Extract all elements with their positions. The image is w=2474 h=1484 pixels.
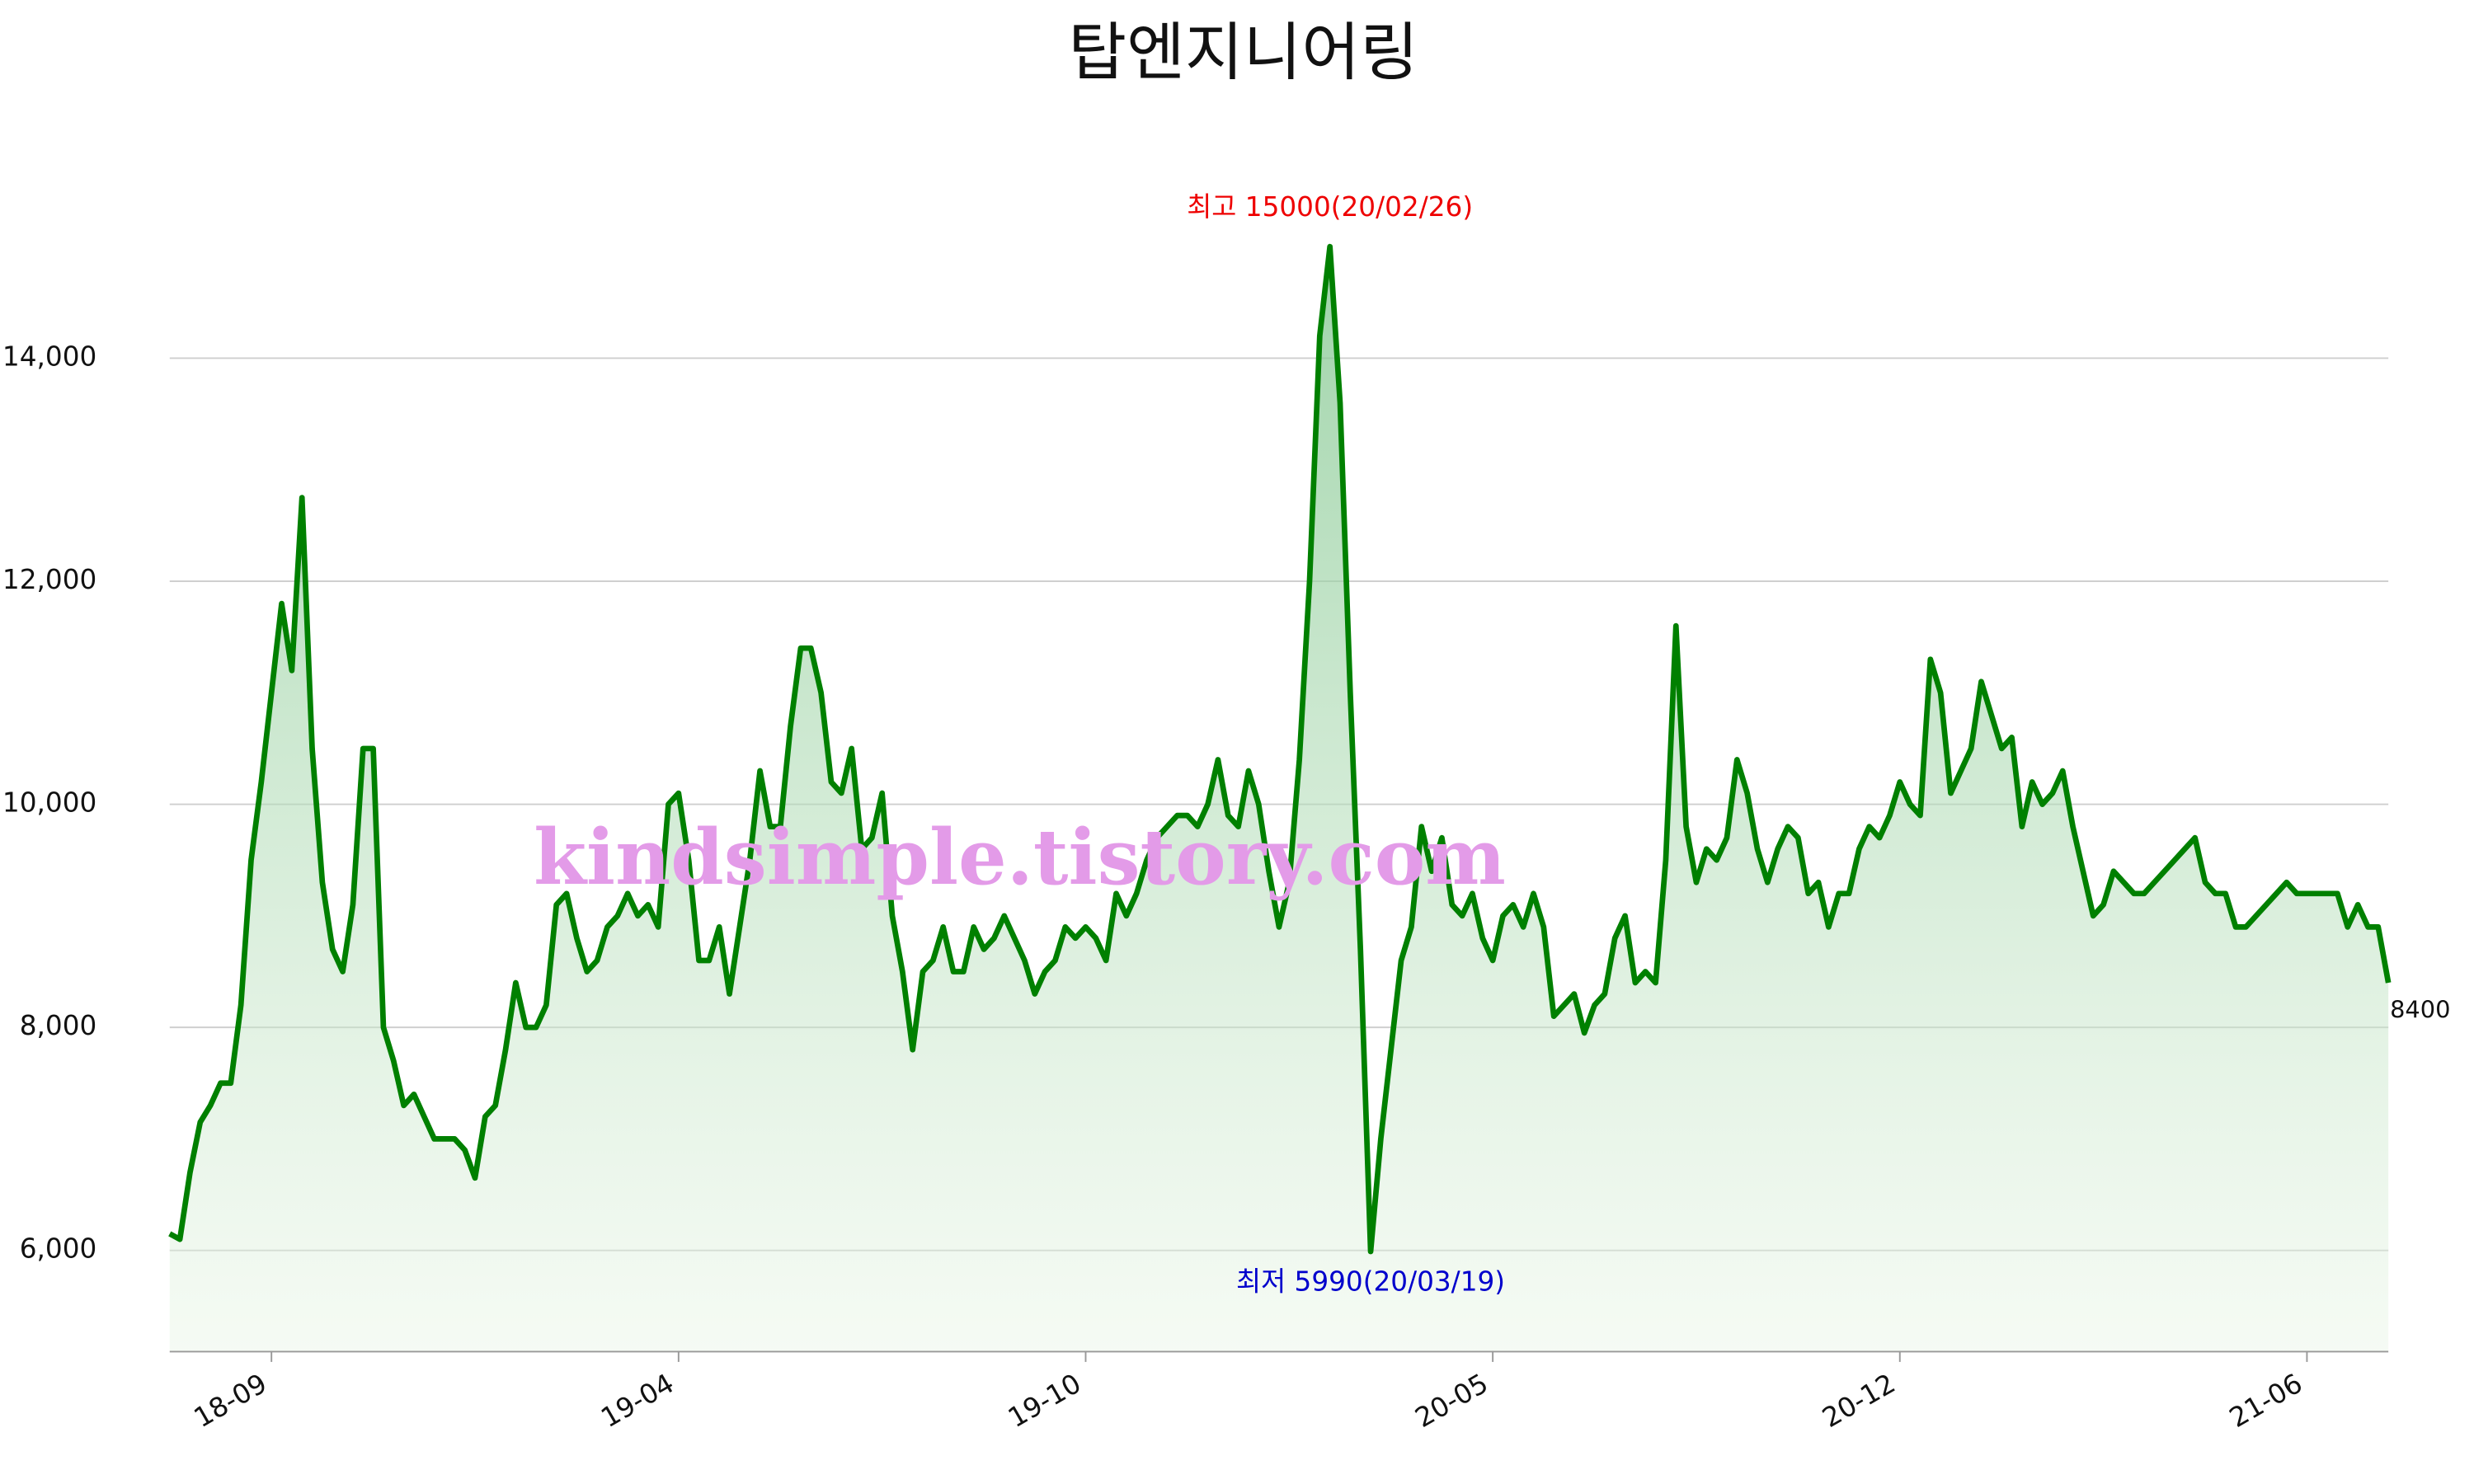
y-tick-label: 10,000 (2, 787, 96, 819)
y-tick-label: 14,000 (2, 340, 96, 372)
line (168, 243, 2392, 1255)
x-tick-label: 20-05 (1410, 1368, 1493, 1434)
x-tick-label: 19-04 (595, 1368, 679, 1434)
x-tick-label: 18-09 (189, 1368, 272, 1434)
x-tick-label: 19-10 (1003, 1368, 1086, 1434)
max-annotation: 최고 15000(20/02/26) (1187, 191, 1473, 223)
y-tick-label: 6,000 (20, 1233, 97, 1265)
area (169, 247, 2389, 1351)
y-tick-label: 12,000 (2, 564, 96, 595)
watermark: kindsimple.tistory.com (534, 812, 1506, 902)
y-tick-label: 8,000 (20, 1010, 97, 1041)
chart-title: 탑엔지니어링 (1068, 16, 1418, 90)
min-annotation: 최저 5990(20/03/19) (1236, 1266, 1505, 1298)
last-value-label: 8400 (2390, 996, 2450, 1024)
x-tick-label: 21-06 (2224, 1368, 2307, 1434)
x-tick-label: 20-12 (1817, 1368, 1900, 1434)
